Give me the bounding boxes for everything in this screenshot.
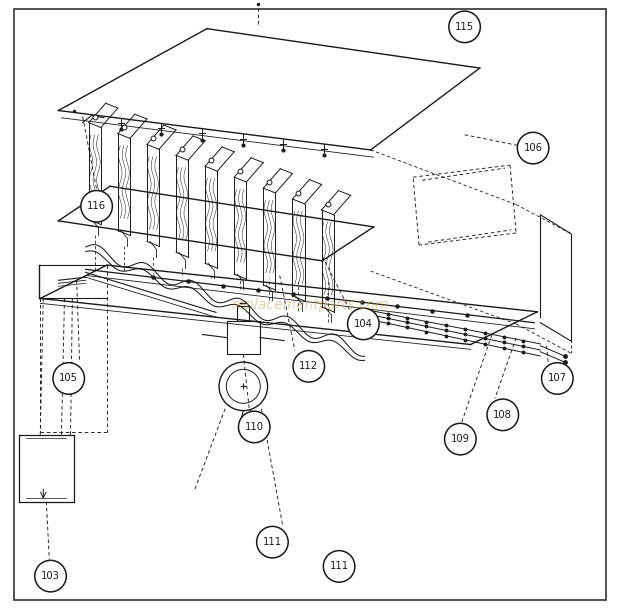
Text: 115: 115 [455, 22, 474, 32]
Circle shape [487, 399, 518, 431]
Circle shape [293, 351, 324, 382]
Text: 103: 103 [41, 571, 60, 581]
Circle shape [81, 191, 112, 222]
Text: 116: 116 [87, 202, 106, 211]
Circle shape [348, 308, 379, 340]
Text: 110: 110 [245, 422, 264, 432]
Text: 109: 109 [451, 434, 470, 444]
Circle shape [517, 132, 549, 164]
Text: 112: 112 [299, 361, 318, 371]
Circle shape [324, 551, 355, 582]
Circle shape [542, 363, 573, 394]
Text: 105: 105 [60, 373, 78, 384]
Text: 107: 107 [548, 373, 567, 384]
Text: 106: 106 [523, 143, 542, 153]
Circle shape [449, 11, 480, 43]
Text: 108: 108 [494, 410, 512, 420]
Text: 104: 104 [354, 319, 373, 329]
Text: 111: 111 [263, 537, 282, 547]
Text: 111: 111 [330, 561, 348, 571]
Text: replacementparts.com: replacementparts.com [231, 298, 389, 311]
Circle shape [35, 560, 66, 592]
Circle shape [445, 423, 476, 455]
Circle shape [257, 526, 288, 558]
Circle shape [53, 363, 84, 394]
Circle shape [239, 411, 270, 443]
